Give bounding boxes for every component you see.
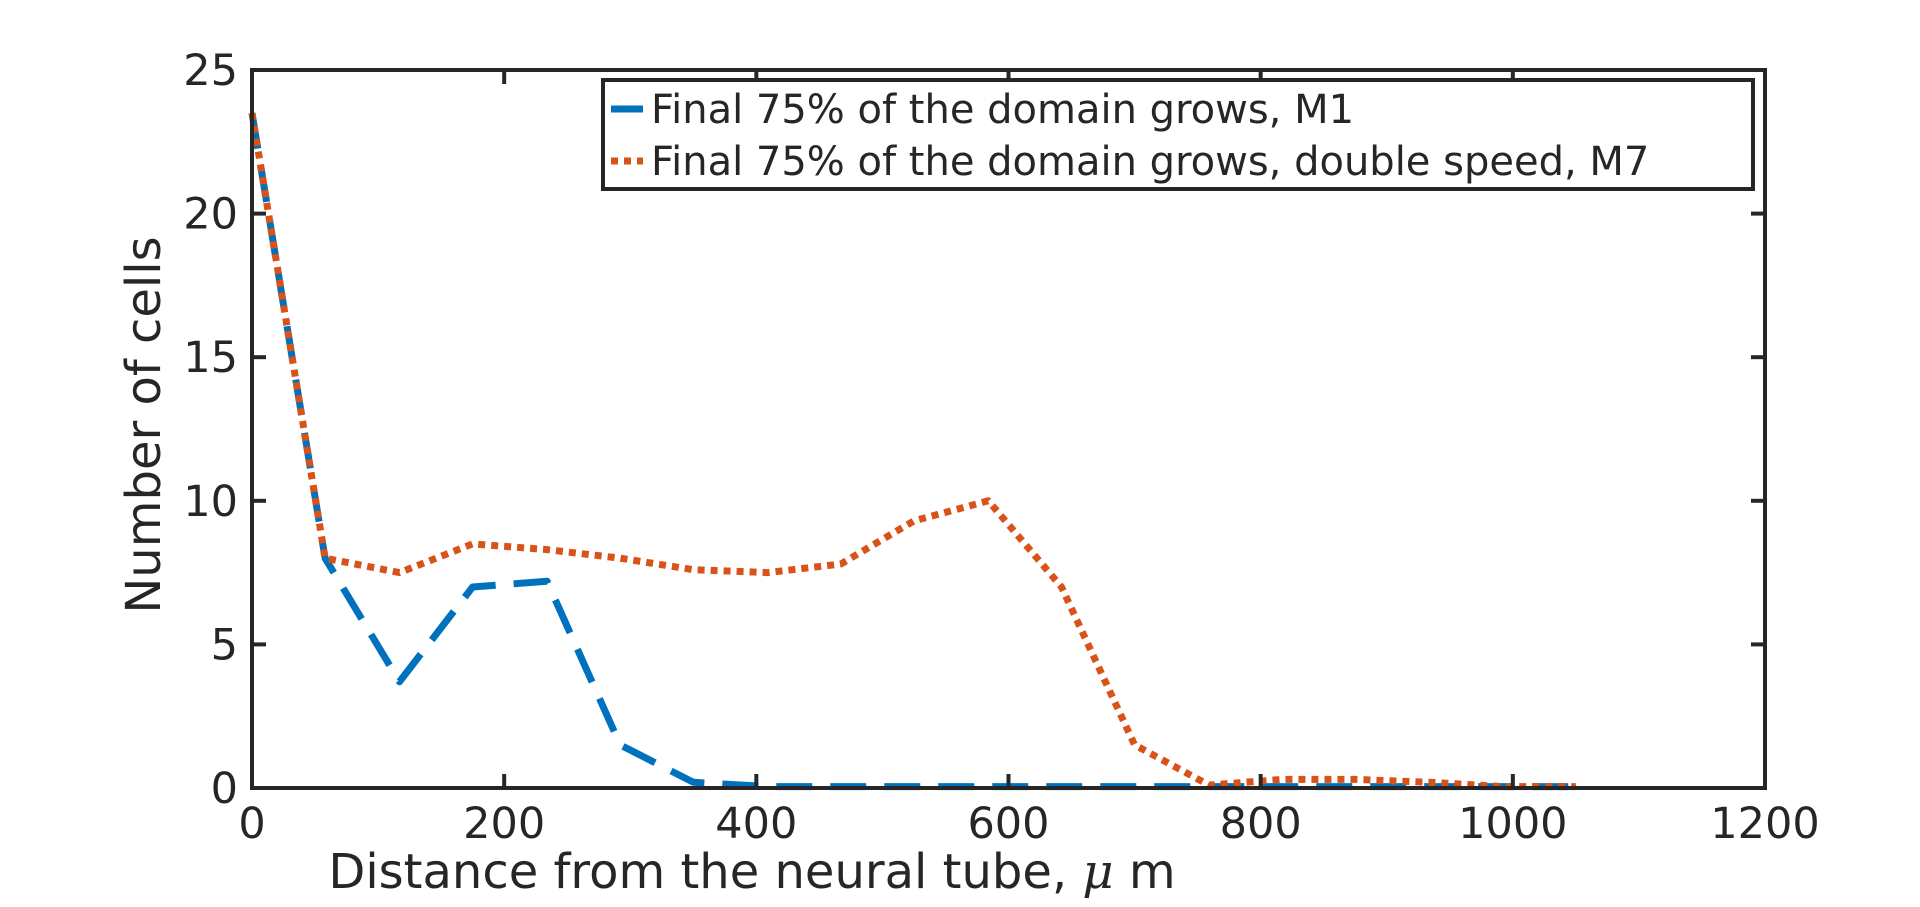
- x-tick-label: 600: [967, 799, 1049, 849]
- plot-marks: [248, 112, 1576, 791]
- x-tick-label: 400: [715, 799, 797, 849]
- legend-label-1: Final 75% of the domain grows, M1: [651, 87, 1354, 133]
- series-line-1: [248, 112, 1576, 791]
- x-tick-label: 0: [238, 799, 265, 849]
- y-tick-label: 15: [183, 333, 238, 383]
- x-tick-label: 1200: [1710, 799, 1819, 849]
- y-tick-label: 5: [211, 620, 238, 670]
- y-tick-label: 10: [183, 477, 238, 527]
- x-tick-label: 200: [463, 799, 545, 849]
- x-tick-label: 800: [1220, 799, 1302, 849]
- legend-label-2: Final 75% of the domain grows, double sp…: [651, 139, 1649, 185]
- x-tick-label: 1000: [1458, 799, 1567, 849]
- legend: Final 75% of the domain grows, M1 Final 7…: [601, 78, 1755, 191]
- x-axis-label: Distance from the neural tube, μ m: [328, 844, 1175, 900]
- y-tick-label: 0: [211, 764, 238, 814]
- legend-box: [601, 78, 1755, 191]
- y-axis-label: Number of cells: [116, 236, 172, 613]
- y-tick-label: 20: [183, 190, 238, 240]
- ticks: 0 200 400 600 800 1000 1200 0 5 10 15 20 25: [183, 46, 1819, 849]
- y-tick-label: 25: [183, 46, 238, 96]
- series-line-2: [248, 112, 1576, 791]
